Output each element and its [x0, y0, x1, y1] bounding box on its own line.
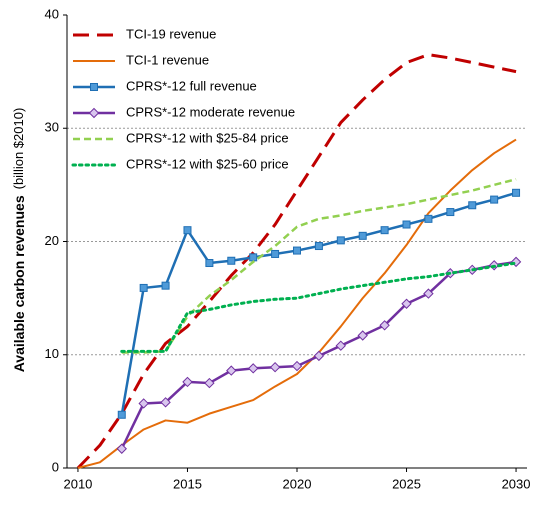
marker: [116, 443, 127, 454]
marker: [249, 253, 258, 262]
marker: [247, 363, 259, 374]
marker: [468, 201, 477, 210]
legend-label: CPRS*-12 full revenue: [126, 78, 257, 93]
x-tick-label: 2025: [392, 476, 421, 491]
marker: [379, 320, 390, 331]
marker: [424, 214, 433, 223]
x-tick-label: 2020: [283, 476, 312, 491]
marker: [90, 83, 98, 91]
y-label: Available carbon revenues: [11, 195, 27, 372]
marker: [271, 249, 280, 258]
marker: [138, 398, 149, 409]
y-tick-label: 20: [45, 233, 59, 248]
legend: TCI-19 revenue TCI-1 revenue CPRS*-12 full…: [71, 26, 295, 171]
y-tick-label: 30: [45, 120, 59, 135]
y-axis-title: Available carbon revenues (billion $2010): [11, 108, 27, 373]
y-tick-label: 0: [52, 459, 59, 474]
y-label-unit: (billion $2010): [11, 108, 26, 190]
legend-label: TCI-19 revenue: [126, 26, 216, 41]
marker: [160, 397, 171, 408]
marker: [161, 281, 170, 290]
marker: [314, 242, 323, 251]
marker: [510, 256, 522, 268]
marker: [205, 259, 214, 268]
marker: [401, 298, 412, 309]
marker: [139, 283, 148, 292]
series-line: [120, 261, 518, 353]
x-tick-label: 2030: [502, 476, 531, 491]
marker: [269, 361, 281, 373]
marker: [357, 330, 368, 341]
legend-label: CPRS*-12 moderate revenue: [126, 104, 295, 119]
marker: [423, 288, 434, 299]
marker: [183, 226, 192, 235]
series-line: [76, 53, 517, 470]
marker: [291, 360, 303, 372]
series-line: [77, 138, 517, 469]
marker: [204, 377, 215, 389]
marker: [226, 365, 237, 376]
marker: [88, 107, 100, 119]
marker: [512, 188, 521, 197]
legend-label: TCI-1 revenue: [126, 52, 209, 67]
marker: [380, 226, 389, 235]
marker: [293, 246, 301, 255]
marker: [227, 256, 236, 265]
marker: [336, 236, 345, 245]
legend-label: CPRS*-12 with $25-84 price: [126, 130, 289, 145]
marker: [358, 231, 367, 240]
x-tick-label: 2015: [173, 476, 202, 491]
marker: [490, 195, 499, 204]
marker: [446, 208, 455, 217]
legend-label: CPRS*-12 with $25-60 price: [126, 156, 289, 171]
marker: [402, 220, 411, 229]
x-tick-label: 2010: [63, 476, 92, 491]
marker: [117, 410, 126, 419]
marker: [313, 350, 325, 362]
series-line: [120, 191, 517, 415]
marker: [182, 376, 193, 388]
y-tick-label: 40: [45, 6, 59, 21]
y-tick-label: 10: [45, 346, 59, 361]
marker: [335, 340, 347, 351]
